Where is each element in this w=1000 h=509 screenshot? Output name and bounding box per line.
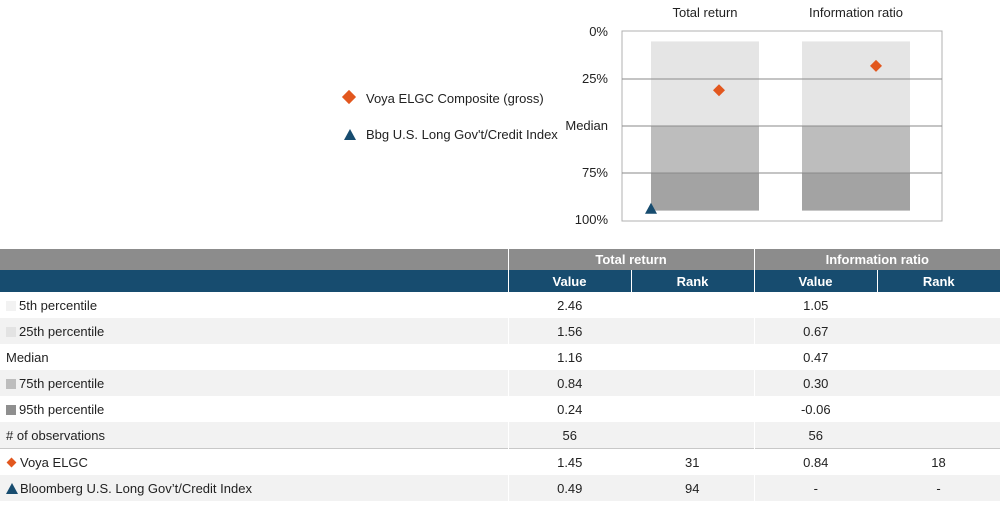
row-label: 75th percentile	[0, 370, 508, 396]
row-label-text: 75th percentile	[19, 375, 105, 391]
y-tick-label: 25%	[582, 71, 608, 86]
row-label-text: Median	[6, 349, 49, 365]
cell-tr-value: 1.45	[507, 448, 631, 475]
row-label-text: Bloomberg U.S. Long Gov’t/Credit Index	[20, 480, 252, 496]
table-row: Bloomberg U.S. Long Gov’t/Credit Index 0.…	[0, 475, 1000, 501]
cell-tr-value: 1.56	[507, 318, 631, 344]
corner-cell	[0, 249, 508, 270]
table-row: 25th percentile 1.56 0.67	[0, 318, 1000, 344]
group-header-total-return: Total return	[507, 249, 755, 270]
cell-ir-value: 0.30	[753, 370, 878, 396]
benchmark-triangle-marker	[645, 202, 657, 214]
y-tick-label: 0%	[589, 24, 608, 39]
cell-ir-rank: -	[877, 475, 1000, 501]
row-label: 5th percentile	[0, 292, 508, 318]
table-row: # of observations 56 56	[0, 422, 1000, 449]
cell-ir-value: -0.06	[753, 396, 878, 422]
cell-tr-rank	[631, 318, 755, 344]
percentile-band	[651, 173, 759, 211]
y-tick-label: Median	[565, 118, 608, 133]
percentile-band	[802, 41, 910, 126]
row-label-text: 95th percentile	[19, 401, 105, 417]
table-row: Voya ELGC 1.45 31 0.84 18	[0, 448, 1000, 475]
percentile-band	[651, 126, 759, 173]
legend-label-voya: Voya ELGC Composite (gross)	[366, 90, 544, 106]
percentile-chart: 0% 25% Median 75% 100% Total return Informatio…	[565, 5, 943, 227]
legend-label-benchmark: Bbg U.S. Long Gov't/Credit Index	[366, 126, 558, 142]
y-tick-label: 100%	[575, 212, 609, 227]
cell-tr-rank	[631, 396, 754, 422]
cell-ir-value: 0.67	[753, 318, 878, 344]
percentile-swatch-icon	[6, 300, 16, 311]
row-label: 95th percentile	[0, 396, 508, 422]
voya-diamond-marker	[870, 59, 882, 72]
cell-ir-value: 1.05	[753, 292, 878, 318]
row-label: Bloomberg U.S. Long Gov’t/Credit Index	[0, 475, 508, 501]
cell-tr-value: 1.16	[507, 344, 631, 370]
col-header-value: Value	[507, 270, 631, 292]
row-label-text: 5th percentile	[19, 297, 98, 313]
cell-tr-rank: 31	[631, 448, 755, 475]
table-row: 75th percentile 0.84 0.30	[0, 370, 1000, 396]
cell-ir-rank	[877, 344, 1000, 370]
percentile-swatch-icon	[6, 326, 16, 337]
cell-tr-rank	[631, 344, 754, 370]
cell-tr-rank	[631, 422, 755, 449]
cell-ir-rank	[877, 292, 1000, 318]
row-label: 25th percentile	[0, 318, 508, 344]
cell-tr-value: 0.24	[507, 396, 631, 422]
percentile-swatch-icon	[6, 404, 16, 415]
legend-item-voya: Voya ELGC Composite (gross)	[342, 88, 558, 108]
percentile-band	[802, 126, 910, 173]
percentile-band	[802, 173, 910, 211]
diamond-icon	[6, 457, 17, 467]
chart-legend: Voya ELGC Composite (gross) Bbg U.S. Lon…	[342, 88, 558, 160]
cell-tr-value: 2.46	[507, 292, 631, 318]
cell-ir-rank	[877, 396, 1000, 422]
group-header-information-ratio: Information ratio	[753, 249, 1000, 270]
table-row: Median 1.16 0.47	[0, 344, 1000, 370]
table-row: 95th percentile 0.24 -0.06	[0, 396, 1000, 422]
y-tick-label: 75%	[582, 165, 608, 180]
triangle-icon	[6, 482, 18, 494]
row-label: Voya ELGC	[0, 448, 508, 475]
row-label-text: Voya ELGC	[20, 454, 88, 470]
col-header-value: Value	[753, 270, 878, 292]
percentile-swatch-icon	[6, 378, 16, 389]
cell-ir-value: -	[753, 475, 878, 501]
col-header-rank: Rank	[630, 270, 755, 292]
category-label: Information ratio	[809, 5, 903, 20]
row-label: # of observations	[0, 422, 508, 449]
cell-ir-value: 0.47	[753, 344, 878, 370]
cell-ir-rank	[877, 370, 1000, 396]
cell-tr-rank: 94	[631, 475, 755, 501]
row-label-text: 25th percentile	[19, 323, 105, 339]
row-label: Median	[0, 344, 508, 370]
cell-tr-value: 56	[507, 422, 631, 449]
voya-diamond-marker	[713, 84, 725, 97]
category-label: Total return	[672, 5, 737, 20]
cell-ir-rank	[877, 318, 1000, 344]
corner-cell	[0, 270, 508, 292]
cell-tr-value: 0.49	[507, 475, 631, 501]
col-header-rank: Rank	[876, 270, 1000, 292]
table-body: 5th percentile 2.46 1.05 25th percentile 1.5…	[0, 292, 1000, 501]
table-row: 5th percentile 2.46 1.05	[0, 292, 1000, 318]
cell-tr-rank	[631, 292, 754, 318]
legend-item-benchmark: Bbg U.S. Long Gov't/Credit Index	[342, 124, 558, 144]
row-label-text: # of observations	[6, 427, 106, 443]
diamond-icon	[342, 90, 358, 106]
cell-ir-value: 56	[753, 422, 878, 449]
cell-ir-value: 0.84	[753, 448, 878, 475]
cell-ir-rank	[877, 422, 1000, 449]
cell-ir-rank: 18	[877, 448, 1000, 475]
statistics-table: Total return Information ratio Value Ran…	[0, 249, 1000, 501]
percentile-band	[651, 41, 759, 126]
cell-tr-rank	[631, 370, 755, 396]
cell-tr-value: 0.84	[507, 370, 631, 396]
triangle-icon	[342, 126, 358, 142]
